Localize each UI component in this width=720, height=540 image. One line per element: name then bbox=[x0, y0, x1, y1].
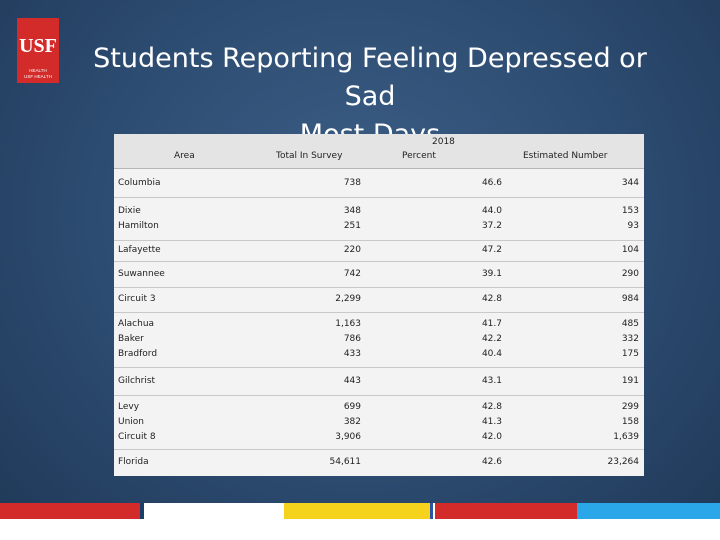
cell-total: 54,611 bbox=[329, 457, 362, 467]
bar-segment-2 bbox=[140, 503, 144, 519]
row-divider bbox=[114, 261, 644, 262]
slide-title-line-1: Students Reporting Feeling Depressed or … bbox=[93, 43, 647, 112]
cell-total: 738 bbox=[343, 178, 361, 188]
cell-area: Circuit 3 bbox=[118, 294, 156, 304]
row-divider bbox=[114, 395, 644, 396]
cell-percent: 46.6 bbox=[481, 178, 502, 188]
cell-estimated: 1,639 bbox=[613, 432, 639, 442]
cell-estimated: 299 bbox=[621, 402, 639, 412]
cell-percent: 44.0 bbox=[481, 206, 502, 216]
bar-segment-7 bbox=[435, 503, 577, 519]
cell-area: Florida bbox=[118, 457, 149, 467]
cell-total: 1,163 bbox=[335, 319, 361, 329]
cell-percent: 39.1 bbox=[481, 269, 502, 279]
cell-area: Suwannee bbox=[118, 269, 165, 279]
cell-area: Circuit 8 bbox=[118, 432, 156, 442]
svg-text:USF: USF bbox=[19, 35, 57, 57]
cell-percent: 43.1 bbox=[481, 376, 502, 386]
cell-area: Hamilton bbox=[118, 221, 159, 231]
row-divider bbox=[114, 197, 644, 198]
cell-area: Columbia bbox=[118, 178, 161, 188]
cell-percent: 40.4 bbox=[481, 349, 502, 359]
row-divider bbox=[114, 449, 644, 450]
cell-total: 382 bbox=[343, 417, 361, 427]
cell-area: Union bbox=[118, 417, 145, 427]
cell-total: 443 bbox=[343, 376, 361, 386]
header-total-in-survey: Total In Survey bbox=[276, 151, 343, 161]
cell-area: Baker bbox=[118, 334, 144, 344]
cell-area: Gilchrist bbox=[118, 376, 156, 386]
cell-total: 2,299 bbox=[335, 294, 361, 304]
cell-total: 433 bbox=[343, 349, 361, 359]
cell-percent: 42.2 bbox=[481, 334, 502, 344]
cell-area: Bradford bbox=[118, 349, 158, 359]
row-divider bbox=[114, 312, 644, 313]
bar-segment-5 bbox=[430, 503, 433, 519]
bar-segment-6 bbox=[433, 503, 435, 519]
cell-total: 348 bbox=[343, 206, 361, 216]
cell-percent: 47.2 bbox=[481, 245, 502, 255]
cell-total: 742 bbox=[343, 269, 361, 279]
cell-percent: 42.6 bbox=[481, 457, 502, 467]
row-divider bbox=[114, 287, 644, 288]
row-divider bbox=[114, 240, 644, 241]
cell-total: 220 bbox=[343, 245, 361, 255]
usf-logo-icon: USF bbox=[19, 35, 57, 57]
cell-percent: 42.8 bbox=[481, 402, 502, 412]
color-bar bbox=[0, 503, 720, 540]
cell-percent: 41.7 bbox=[481, 319, 502, 329]
bar-base bbox=[0, 519, 720, 540]
cell-total: 786 bbox=[343, 334, 361, 344]
cell-estimated: 23,264 bbox=[607, 457, 640, 467]
cell-percent: 42.8 bbox=[481, 294, 502, 304]
cell-area: Lafayette bbox=[118, 245, 161, 255]
cell-percent: 41.3 bbox=[481, 417, 502, 427]
header-area: Area bbox=[174, 151, 195, 161]
header-year: 2018 bbox=[432, 137, 455, 147]
cell-area: Levy bbox=[118, 402, 140, 412]
cell-estimated: 290 bbox=[621, 269, 639, 279]
cell-percent: 42.0 bbox=[481, 432, 502, 442]
cell-total: 699 bbox=[343, 402, 361, 412]
cell-estimated: 485 bbox=[621, 319, 639, 329]
cell-estimated: 332 bbox=[621, 334, 639, 344]
usf-health-logo: USF HEALTH USF HEALTH bbox=[17, 18, 59, 83]
table-header bbox=[114, 134, 644, 169]
cell-total: 3,906 bbox=[335, 432, 361, 442]
cell-estimated: 175 bbox=[621, 349, 639, 359]
cell-estimated: 93 bbox=[627, 221, 639, 231]
bar-segment-1 bbox=[0, 503, 140, 519]
cell-area: Dixie bbox=[118, 206, 141, 216]
bar-segment-3 bbox=[144, 503, 284, 519]
header-estimated-number: Estimated Number bbox=[523, 151, 608, 161]
logo-text-health: HEALTH bbox=[29, 68, 47, 73]
cell-estimated: 104 bbox=[621, 245, 639, 255]
logo-text-usf-health: USF HEALTH bbox=[24, 74, 52, 79]
cell-estimated: 344 bbox=[621, 178, 639, 188]
cell-total: 251 bbox=[343, 221, 361, 231]
cell-estimated: 153 bbox=[621, 206, 639, 216]
bar-segment-4 bbox=[284, 503, 430, 519]
data-table: 2018 Area Total In Survey Percent Estima… bbox=[114, 134, 644, 476]
cell-area: Alachua bbox=[118, 319, 155, 329]
header-percent: Percent bbox=[402, 151, 436, 161]
cell-estimated: 191 bbox=[621, 376, 639, 386]
cell-estimated: 158 bbox=[621, 417, 639, 427]
cell-percent: 37.2 bbox=[481, 221, 502, 231]
bar-segment-8 bbox=[577, 503, 720, 519]
cell-estimated: 984 bbox=[621, 294, 639, 304]
row-divider bbox=[114, 367, 644, 368]
